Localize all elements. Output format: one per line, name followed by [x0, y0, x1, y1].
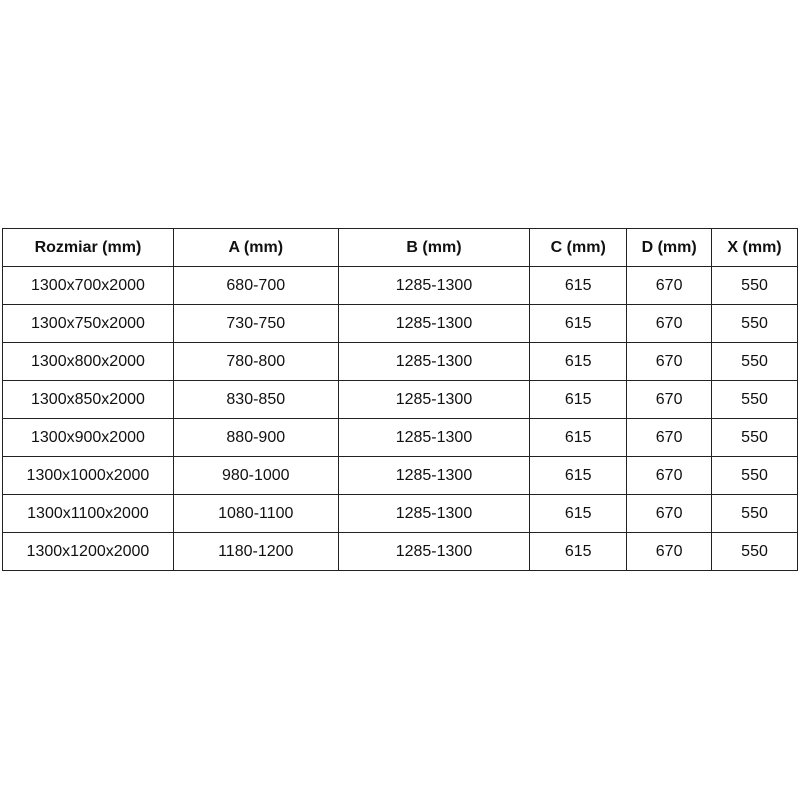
column-header: D (mm) — [626, 228, 713, 267]
table-cell: 1285-1300 — [337, 304, 531, 343]
column-header: A (mm) — [172, 228, 339, 267]
table-cell: 615 — [529, 494, 628, 533]
table-row: 1300x1000x2000 980-1000 1285-1300 615 670 550 — [2, 456, 798, 495]
table-cell: 615 — [529, 532, 628, 571]
table-cell: 830-850 — [172, 380, 339, 419]
column-header: X (mm) — [711, 228, 798, 267]
table-row: 1300x850x2000 830-850 1285-1300 615 670 550 — [2, 380, 798, 419]
table-cell: 550 — [711, 266, 798, 305]
table-cell: 670 — [626, 494, 713, 533]
table-cell: 550 — [711, 456, 798, 495]
table-cell: 615 — [529, 380, 628, 419]
table-row: 1300x800x2000 780-800 1285-1300 615 670 550 — [2, 342, 798, 381]
table-row: 1300x1100x2000 1080-1100 1285-1300 615 670 55… — [2, 494, 798, 533]
table-cell: 1300x1100x2000 — [2, 494, 174, 533]
table-cell: 1300x700x2000 — [2, 266, 174, 305]
table-cell: 1285-1300 — [337, 532, 531, 571]
table-cell: 550 — [711, 380, 798, 419]
table-cell: 1300x750x2000 — [2, 304, 174, 343]
table-cell: 670 — [626, 532, 713, 571]
table-cell: 1285-1300 — [337, 494, 531, 533]
table-row: 1300x750x2000 730-750 1285-1300 615 670 550 — [2, 304, 798, 343]
table-cell: 615 — [529, 456, 628, 495]
header-row: Rozmiar (mm) A (mm) B (mm) C (mm) D (mm) X (m… — [2, 228, 798, 267]
table-row: 1300x700x2000 680-700 1285-1300 615 670 550 — [2, 266, 798, 305]
table-row: 1300x900x2000 880-900 1285-1300 615 670 550 — [2, 418, 798, 457]
table-cell: 615 — [529, 304, 628, 343]
table-cell: 670 — [626, 304, 713, 343]
table-cell: 670 — [626, 342, 713, 381]
table-cell: 550 — [711, 532, 798, 571]
table-cell: 1285-1300 — [337, 418, 531, 457]
table-cell: 1285-1300 — [337, 342, 531, 381]
table-cell: 1300x850x2000 — [2, 380, 174, 419]
table-cell: 1300x800x2000 — [2, 342, 174, 381]
column-header: B (mm) — [337, 228, 531, 267]
table-cell: 550 — [711, 342, 798, 381]
table-cell: 1080-1100 — [172, 494, 339, 533]
table-cell: 1300x1000x2000 — [2, 456, 174, 495]
table-cell: 1300x1200x2000 — [2, 532, 174, 571]
column-header: Rozmiar (mm) — [2, 228, 174, 267]
table-row: 1300x1200x2000 1180-1200 1285-1300 615 670 55… — [2, 532, 798, 571]
table-cell: 680-700 — [172, 266, 339, 305]
table-cell: 670 — [626, 418, 713, 457]
table-cell: 615 — [529, 342, 628, 381]
dimensions-table: Rozmiar (mm) A (mm) B (mm) C (mm) D (mm) X (m… — [2, 228, 798, 571]
table-cell: 670 — [626, 380, 713, 419]
table-cell: 1285-1300 — [337, 266, 531, 305]
table-cell: 1285-1300 — [337, 380, 531, 419]
table-cell: 670 — [626, 456, 713, 495]
table-cell: 615 — [529, 418, 628, 457]
table-cell: 1180-1200 — [172, 532, 339, 571]
table-cell: 670 — [626, 266, 713, 305]
table-cell: 980-1000 — [172, 456, 339, 495]
table-cell: 880-900 — [172, 418, 339, 457]
table-cell: 550 — [711, 304, 798, 343]
table-cell: 780-800 — [172, 342, 339, 381]
table-cell: 550 — [711, 418, 798, 457]
table-cell: 1285-1300 — [337, 456, 531, 495]
table-cell: 550 — [711, 494, 798, 533]
column-header: C (mm) — [529, 228, 628, 267]
table-cell: 730-750 — [172, 304, 339, 343]
table-cell: 1300x900x2000 — [2, 418, 174, 457]
table-cell: 615 — [529, 266, 628, 305]
